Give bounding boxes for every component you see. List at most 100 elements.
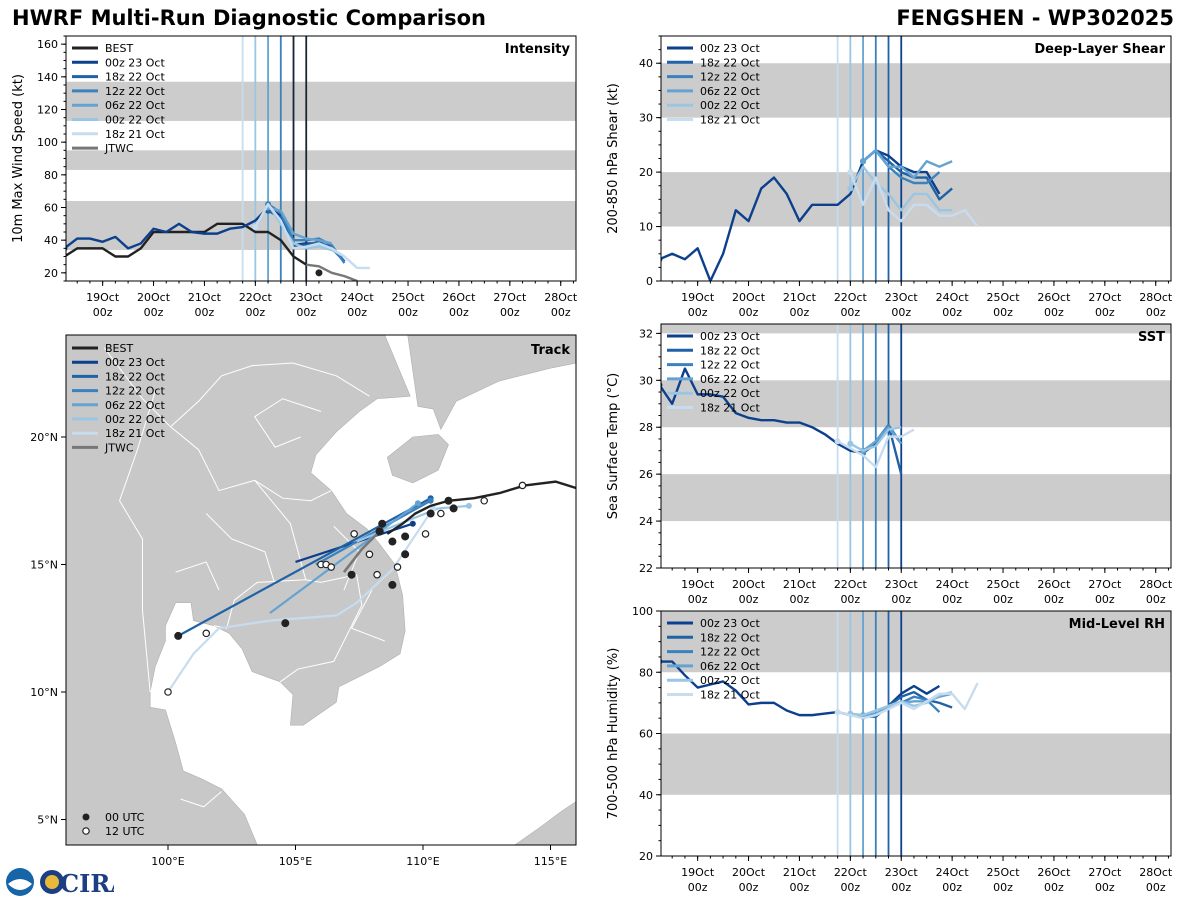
track-xtick-label: 105°E	[279, 855, 312, 868]
rh-ytick-label: 40	[639, 789, 653, 802]
shear-band-1	[661, 63, 1171, 118]
intensity-series-best	[66, 222, 307, 266]
rh-xtick-hour: 00z	[993, 881, 1013, 894]
shear-xtick-date: 27Oct	[1088, 291, 1122, 304]
land-polygon-0	[66, 335, 411, 845]
intensity-legend-label: 18z 21 Oct	[105, 128, 165, 141]
track-point-12utc	[518, 481, 527, 490]
sst-series-18z-21-oct	[837, 428, 915, 469]
sst-legend-label: 00z 22 Oct	[700, 387, 760, 400]
track-run-start-point	[409, 520, 416, 527]
intensity-xtick-hour: 00z	[144, 306, 164, 319]
sst-xtick-date: 24Oct	[936, 578, 970, 591]
track-point-00utc	[378, 519, 387, 528]
rh-legend-label: 18z 21 Oct	[700, 689, 760, 702]
shear-xtick-date: 28Oct	[1139, 291, 1173, 304]
track-point-00utc	[174, 631, 183, 640]
rh-ytick-label: 80	[639, 666, 653, 679]
rh-ytick-label: 20	[639, 850, 653, 863]
rh-xtick-hour: 00z	[739, 881, 759, 894]
intensity-xtick-date: 22Oct	[239, 291, 273, 304]
rh-ytick-label: 60	[639, 728, 653, 741]
intensity-band-2	[66, 81, 576, 121]
rh-xtick-hour: 00z	[688, 881, 708, 894]
storm-id-title: FENGSHEN - WP302025	[896, 6, 1174, 30]
track-ytick-label: 5°N	[37, 814, 58, 827]
shear-legend-label: 06z 22 Oct	[700, 85, 760, 98]
track-point-12utc	[393, 563, 402, 571]
shear-xtick-date: 24Oct	[936, 291, 970, 304]
intensity-xtick-date: 26Oct	[442, 291, 476, 304]
intensity-legend-label: BEST	[105, 42, 133, 55]
land-polygon-1	[386, 434, 449, 484]
sst-xtick-hour: 00z	[993, 593, 1013, 606]
shear-xtick-hour: 00z	[993, 306, 1013, 319]
shear-band-0	[661, 172, 1171, 227]
sst-series-00z-22-oct	[849, 426, 902, 452]
track-legend-label: JTWC	[104, 441, 134, 454]
sst-xtick-hour: 00z	[688, 593, 708, 606]
rh-series-18z-21-oct-start-point	[834, 709, 841, 716]
shear-xtick-hour: 00z	[1095, 306, 1115, 319]
shear-series-18z-21-oct-start-point	[847, 169, 854, 176]
intensity-xtick-date: 28Oct	[544, 291, 578, 304]
intensity-legend-label: JTWC	[104, 142, 134, 155]
sst-xtick-date: 19Oct	[681, 578, 715, 591]
rh-xtick-hour: 00z	[1044, 881, 1064, 894]
rh-xtick-hour: 00z	[942, 881, 962, 894]
track-run-18z-21-oct	[167, 507, 435, 693]
sst-xtick-hour: 00z	[891, 593, 911, 606]
sst-xtick-hour: 00z	[1146, 593, 1166, 606]
track-jtwc-line	[342, 530, 381, 573]
sst-xtick-date: 22Oct	[834, 578, 868, 591]
sst-legend-label: 18z 21 Oct	[700, 402, 760, 415]
sst-xtick-hour: 00z	[739, 593, 759, 606]
rh-series-18z-21-oct	[837, 682, 979, 720]
sst-xtick-date: 23Oct	[885, 578, 919, 591]
track-point-12utc	[365, 550, 374, 559]
track-point-12utc	[437, 509, 445, 518]
sst-xtick-hour: 00z	[1095, 593, 1115, 606]
track-title: Track	[531, 343, 570, 358]
rh-ytick-label: 100	[632, 605, 653, 618]
track-legend-label: BEST	[105, 342, 133, 355]
track-point-00utc	[401, 550, 410, 559]
land-polygon-3	[514, 801, 576, 845]
track-point-00utc	[401, 532, 410, 541]
intensity-legend-label: 00z 22 Oct	[105, 114, 165, 127]
rh-plot-area	[661, 611, 1171, 856]
rh-band-0	[661, 733, 1171, 795]
intensity-legend-label: 00z 23 Oct	[105, 56, 165, 69]
rh-legend-label: 00z 23 Oct	[700, 617, 760, 630]
shear-ytick-label: 0	[646, 275, 653, 288]
sst-ytick-label: 22	[639, 562, 653, 575]
intensity-xtick-hour: 00z	[449, 306, 469, 319]
sst-series-00z-22-oct-start-point	[847, 440, 854, 447]
cira-logo-text: CIRA	[60, 869, 114, 898]
intensity-band-1	[66, 150, 576, 170]
rh-panel: 20 40 60 80 100 19Oct 00z 20Oct 00z 21Oct 00z 22Oct…	[606, 605, 1173, 894]
intensity-plot-area	[66, 36, 576, 281]
intensity-series-best-current-point	[315, 269, 323, 277]
intensity-xtick-date: 21Oct	[188, 291, 222, 304]
intensity-series-jtwc	[306, 263, 358, 281]
shear-xtick-hour: 00z	[1044, 306, 1064, 319]
shear-legend-label: 18z 22 Oct	[700, 56, 760, 69]
intensity-xtick-date: 24Oct	[341, 291, 375, 304]
track-ytick-label: 15°N	[30, 559, 58, 572]
sst-ytick-label: 28	[639, 421, 653, 434]
intensity-xtick-hour: 00z	[347, 306, 367, 319]
rh-xtick-date: 21Oct	[783, 866, 817, 879]
intensity-xtick-hour: 00z	[93, 306, 113, 319]
shear-xtick-hour: 00z	[739, 306, 759, 319]
sst-ytick-label: 30	[639, 374, 653, 387]
sst-ytick-label: 32	[639, 327, 653, 340]
sst-xtick-hour: 00z	[790, 593, 810, 606]
cira-logo: CIRA	[4, 866, 129, 898]
shear-ytick-label: 30	[639, 112, 653, 125]
track-point-12utc	[480, 496, 489, 505]
shear-xtick-date: 26Oct	[1037, 291, 1071, 304]
intensity-xtick-hour: 00z	[245, 306, 265, 319]
sst-band-0	[661, 474, 1171, 522]
intensity-xtick-hour: 00z	[296, 306, 316, 319]
